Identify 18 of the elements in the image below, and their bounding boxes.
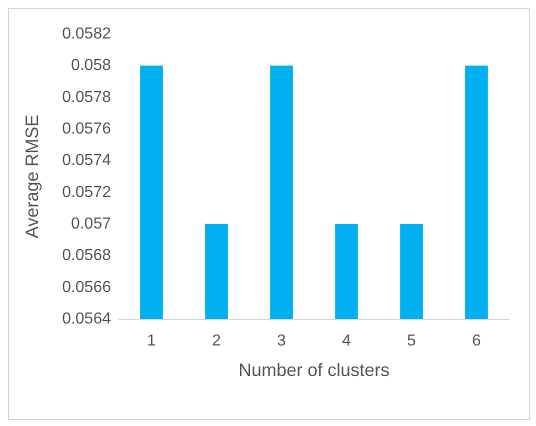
y-tick-label: 0.0582 — [62, 26, 112, 42]
y-tick-label: 0.0574 — [62, 152, 112, 170]
y-tick-label: 0.0566 — [62, 278, 112, 296]
y-axis-title: Average RMSE — [22, 114, 42, 238]
x-tick-label: 5 — [407, 332, 416, 350]
y-tick-label: 0.0564 — [62, 310, 112, 328]
y-tick-label: 0.057 — [70, 216, 112, 232]
x-tick-label: 1 — [147, 332, 156, 350]
x-tick-label: 4 — [342, 332, 352, 350]
y-tick-label: 0.058 — [70, 57, 112, 74]
y-tick-label: 0.0576 — [62, 120, 112, 138]
x-tick-label: 6 — [472, 332, 482, 350]
x-tick-label: 3 — [277, 332, 286, 350]
x-tick-label: 2 — [212, 332, 222, 350]
y-tick-label: 0.0568 — [62, 247, 112, 264]
y-tick-label: 0.0578 — [62, 88, 112, 106]
x-axis-title: Number of clusters — [238, 360, 390, 380]
y-tick-label: 0.0572 — [62, 184, 112, 201]
